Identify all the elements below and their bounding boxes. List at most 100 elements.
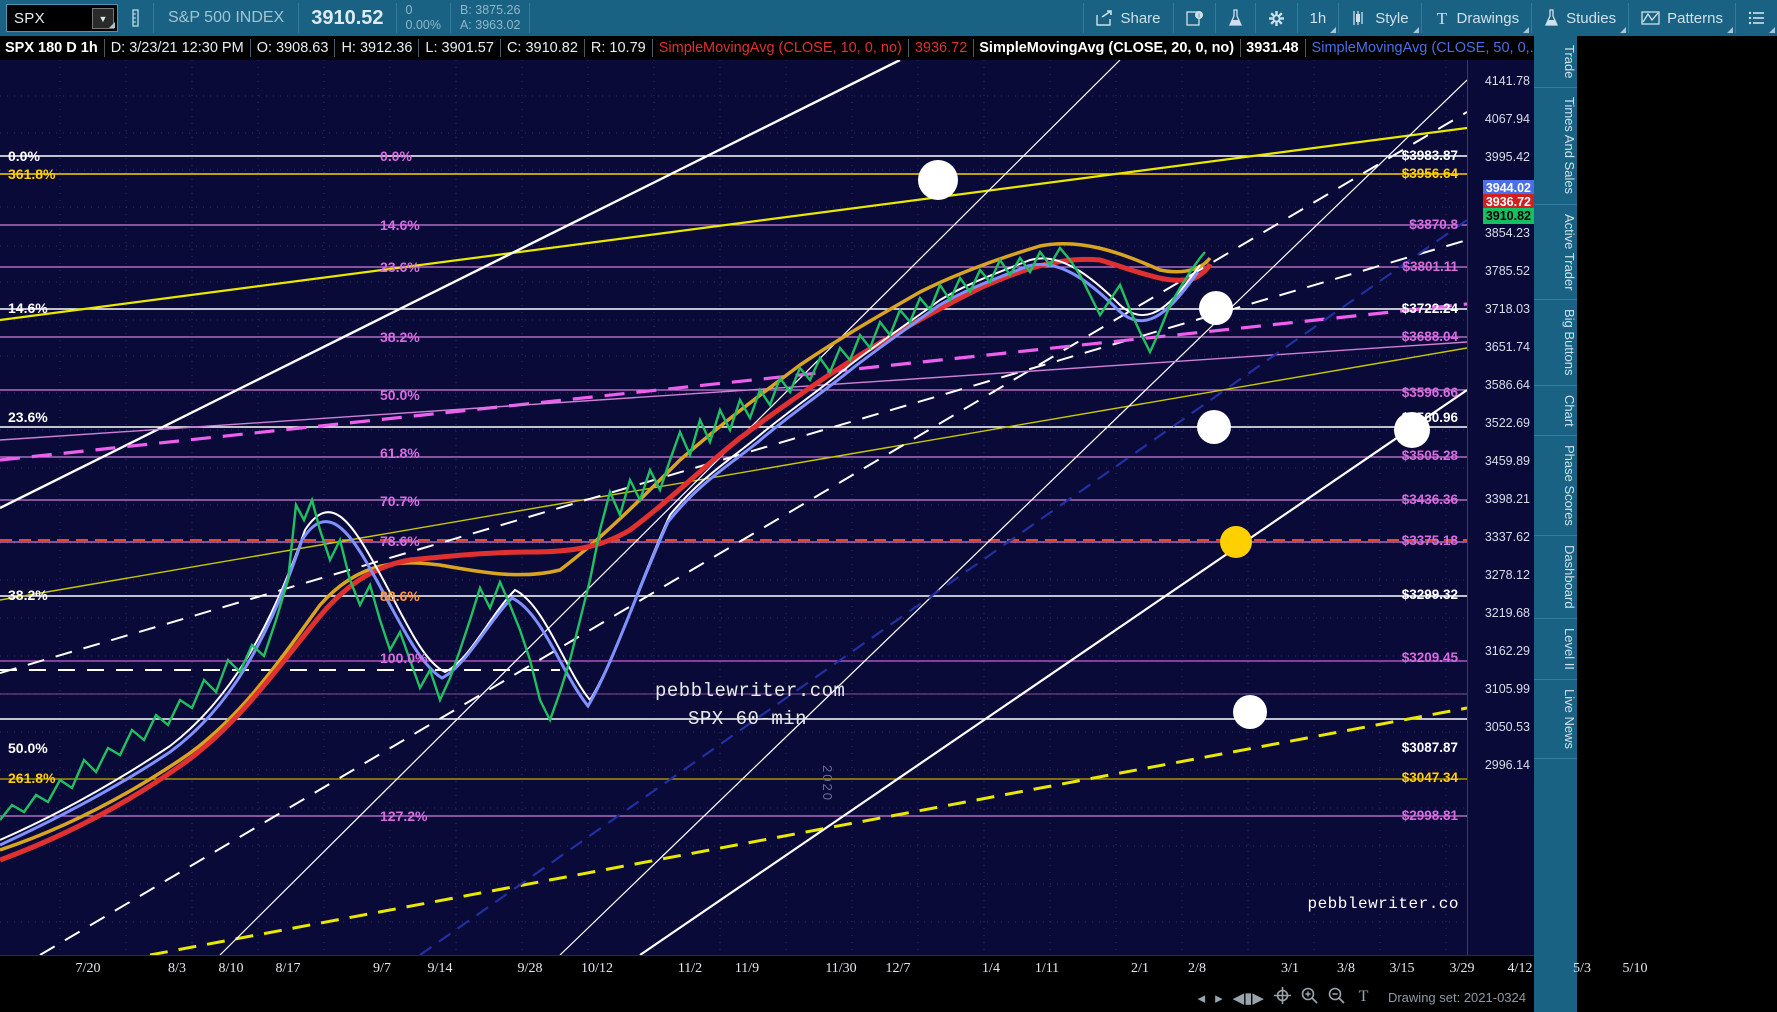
- annotation-markers: [918, 160, 1430, 729]
- symbol-value: SPX: [14, 9, 45, 27]
- chart-graphics: [0, 60, 1467, 955]
- svg-text:i: i: [1198, 13, 1199, 19]
- fib-label-mid-7: 78.6%: [380, 533, 420, 549]
- flask-icon[interactable]: [1216, 0, 1255, 36]
- sidebar-tab-dashboard[interactable]: Dashboard: [1534, 536, 1577, 619]
- sidebar-tab-times-and-sales[interactable]: Times And Sales: [1534, 88, 1577, 205]
- share-button[interactable]: Share: [1084, 0, 1172, 36]
- price-tick-14: 3219.68: [1484, 606, 1530, 620]
- date-tick-1: 8/3: [168, 961, 186, 976]
- price-target-4: $3722.24: [1401, 301, 1458, 316]
- change-block: 0 0.00%: [397, 0, 450, 36]
- price-tick-15: 3162.29: [1484, 644, 1530, 658]
- pan-left-right-icon[interactable]: ◀▮▶: [1232, 989, 1264, 1007]
- divider: [1420, 3, 1422, 33]
- bar-close: C: 3910.82: [506, 40, 578, 56]
- date-tick-4: 9/7: [373, 961, 391, 976]
- sidebar-tab-live-news[interactable]: Live News: [1534, 680, 1577, 759]
- dropdown-corner-icon: [1523, 27, 1530, 33]
- divider: [1628, 3, 1630, 33]
- zoom-in-icon[interactable]: [1301, 987, 1318, 1008]
- ask-value: A: 3963.02: [459, 18, 521, 32]
- divider: [1240, 39, 1242, 57]
- price-target-8: $3505.28: [1401, 448, 1458, 463]
- price-tick-0: 4141.78: [1484, 74, 1530, 88]
- moving-average-lines: [0, 242, 1213, 863]
- fib-label-mid-5: 61.8%: [380, 445, 420, 461]
- divider: [153, 3, 154, 33]
- study-label-sma20[interactable]: SimpleMovingAvg (CLOSE, 20, 0, no): [979, 40, 1235, 56]
- studies-menu[interactable]: Studies: [1532, 0, 1628, 36]
- price-target-7: $3560.96: [1401, 410, 1458, 425]
- price-tick-13: 3278.12: [1484, 568, 1530, 582]
- note-info-icon[interactable]: i: [1174, 0, 1215, 36]
- chevron-down-icon[interactable]: ▼: [92, 8, 114, 29]
- sidebar-tab-chart[interactable]: Chart: [1534, 386, 1577, 437]
- patterns-menu[interactable]: Patterns: [1629, 0, 1735, 36]
- watermark-site: pebblewriter.com: [655, 680, 846, 702]
- zoom-out-icon[interactable]: [1328, 987, 1345, 1008]
- date-tick-15: 2/8: [1188, 961, 1206, 976]
- dropdown-corner-icon: [1620, 27, 1627, 33]
- patterns-label: Patterns: [1667, 9, 1723, 27]
- divider: [1083, 3, 1085, 33]
- date-tick-0: 7/20: [75, 961, 101, 976]
- price-chart-canvas[interactable]: 0.0% 361.8% 14.6% 23.6% 38.2% 50.0% 261.…: [0, 60, 1467, 955]
- price-tag-red: 3936.72: [1482, 194, 1534, 210]
- arrow-left-icon[interactable]: ◂: [1197, 989, 1206, 1007]
- instrument-name: S&P 500 INDEX: [168, 9, 285, 26]
- date-tick-18: 3/15: [1389, 961, 1415, 976]
- symbol-input[interactable]: SPX ▼: [6, 4, 118, 32]
- gear-icon[interactable]: [1256, 0, 1297, 36]
- arrow-right-icon[interactable]: ▸: [1215, 989, 1223, 1007]
- candlestick-series: [0, 245, 1206, 821]
- divider: [1338, 3, 1340, 33]
- study-label-sma50[interactable]: SimpleMovingAvg (CLOSE, 50, 0,...: [1311, 40, 1542, 56]
- fib-label-left-1: 361.8%: [8, 166, 56, 182]
- fib-label-left-2: 14.6%: [8, 300, 48, 316]
- price-target-2: $3870.8: [1409, 217, 1458, 232]
- change-absolute: 0: [405, 3, 413, 17]
- fib-label-mid-9: 100.0%: [380, 650, 428, 666]
- interval-selector[interactable]: 1h: [1298, 0, 1339, 36]
- date-axis[interactable]: 7/20 8/3 8/10 8/17 9/7 9/14 9/28 10/12 1…: [0, 955, 1647, 983]
- ruler-icon[interactable]: [118, 0, 153, 36]
- divider: [395, 3, 397, 33]
- price-tick-7: 3651.74: [1484, 340, 1530, 354]
- price-tick-9: 3522.69: [1484, 416, 1530, 430]
- sidebar-tab-active-trader[interactable]: Active Trader: [1534, 205, 1577, 301]
- sidebar-tab-phase-scores[interactable]: Phase Scores: [1534, 436, 1577, 537]
- bar-range: R: 10.79: [590, 40, 646, 56]
- divider: [651, 39, 653, 57]
- fib-label-mid-4: 50.0%: [380, 387, 420, 403]
- price-tick-12: 3337.62: [1484, 530, 1530, 544]
- style-label: Style: [1375, 9, 1409, 27]
- fib-label-mid-0: 0.0%: [380, 148, 412, 164]
- sidebar-tab-trade[interactable]: Trade: [1534, 36, 1577, 89]
- study-label-sma10[interactable]: SimpleMovingAvg (CLOSE, 10, 0, no): [658, 40, 902, 56]
- fib-label-left-4: 38.2%: [8, 587, 48, 603]
- drawings-menu[interactable]: T Drawings: [1422, 0, 1532, 36]
- price-tick-6: 3718.03: [1484, 302, 1530, 316]
- bid-value: B: 3875.26: [459, 3, 521, 17]
- trend-lines-magenta: [0, 302, 1467, 462]
- date-tick-7: 10/12: [581, 961, 613, 976]
- text-t-icon[interactable]: T: [1355, 987, 1372, 1008]
- dropdown-corner-icon: [1412, 27, 1419, 33]
- sidebar-tab-level-ii[interactable]: Level II: [1534, 619, 1577, 680]
- date-tick-3: 8/17: [275, 961, 301, 976]
- list-menu-icon[interactable]: [1736, 0, 1777, 36]
- price-scale[interactable]: 4141.78 4067.94 3995.42 3922.19 3854.23 …: [1467, 60, 1534, 955]
- marker-circle: [1233, 695, 1267, 729]
- marker-circle-yellow: [1220, 526, 1252, 558]
- sidebar-tab-big-buttons[interactable]: Big Buttons: [1534, 300, 1577, 386]
- price-tick-2: 3995.42: [1484, 150, 1530, 164]
- style-menu[interactable]: Style: [1339, 0, 1420, 36]
- price-target-6: $3596.66: [1401, 385, 1458, 400]
- date-tick-16: 3/1: [1281, 961, 1299, 976]
- chart-info-bar: SPX 180 D 1h D: 3/23/21 12:30 PM O: 3908…: [0, 36, 1777, 60]
- date-tick-9: 11/9: [734, 961, 760, 976]
- divider: [499, 39, 501, 57]
- marker-circle: [918, 160, 958, 200]
- crosshair-icon[interactable]: [1273, 987, 1291, 1008]
